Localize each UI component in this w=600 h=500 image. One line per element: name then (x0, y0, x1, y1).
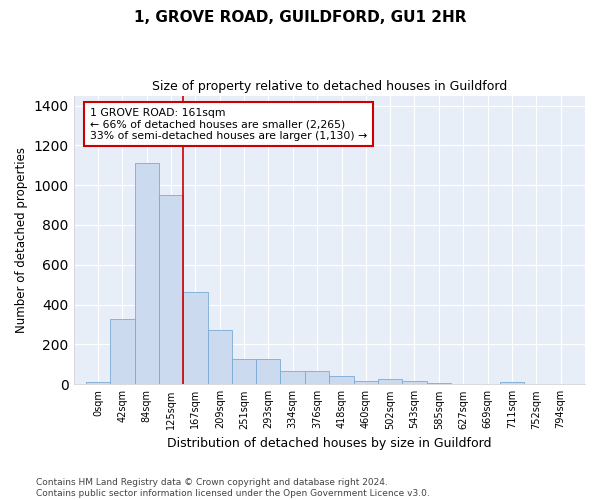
Text: Contains HM Land Registry data © Crown copyright and database right 2024.
Contai: Contains HM Land Registry data © Crown c… (36, 478, 430, 498)
Bar (329, 376, 354, 384)
X-axis label: Distribution of detached houses by size in Guildford: Distribution of detached houses by size … (167, 437, 491, 450)
Bar (86, 382, 110, 384)
Bar (500, 382, 524, 384)
Bar (208, 330, 232, 384)
Bar (354, 380, 378, 384)
Text: 1 GROVE ROAD: 161sqm
← 66% of detached houses are smaller (2,265)
33% of semi-de: 1 GROVE ROAD: 161sqm ← 66% of detached h… (90, 108, 367, 140)
Bar (305, 371, 329, 384)
Text: 1, GROVE ROAD, GUILDFORD, GU1 2HR: 1, GROVE ROAD, GUILDFORD, GU1 2HR (134, 10, 466, 25)
Y-axis label: Number of detached properties: Number of detached properties (15, 147, 28, 333)
Bar (256, 359, 280, 384)
Bar (135, 162, 158, 384)
Bar (158, 195, 183, 384)
Bar (232, 359, 256, 384)
Bar (378, 380, 402, 384)
Bar (110, 319, 135, 384)
Bar (402, 380, 427, 384)
Bar (280, 371, 305, 384)
Bar (183, 292, 208, 384)
Title: Size of property relative to detached houses in Guildford: Size of property relative to detached ho… (152, 80, 507, 93)
